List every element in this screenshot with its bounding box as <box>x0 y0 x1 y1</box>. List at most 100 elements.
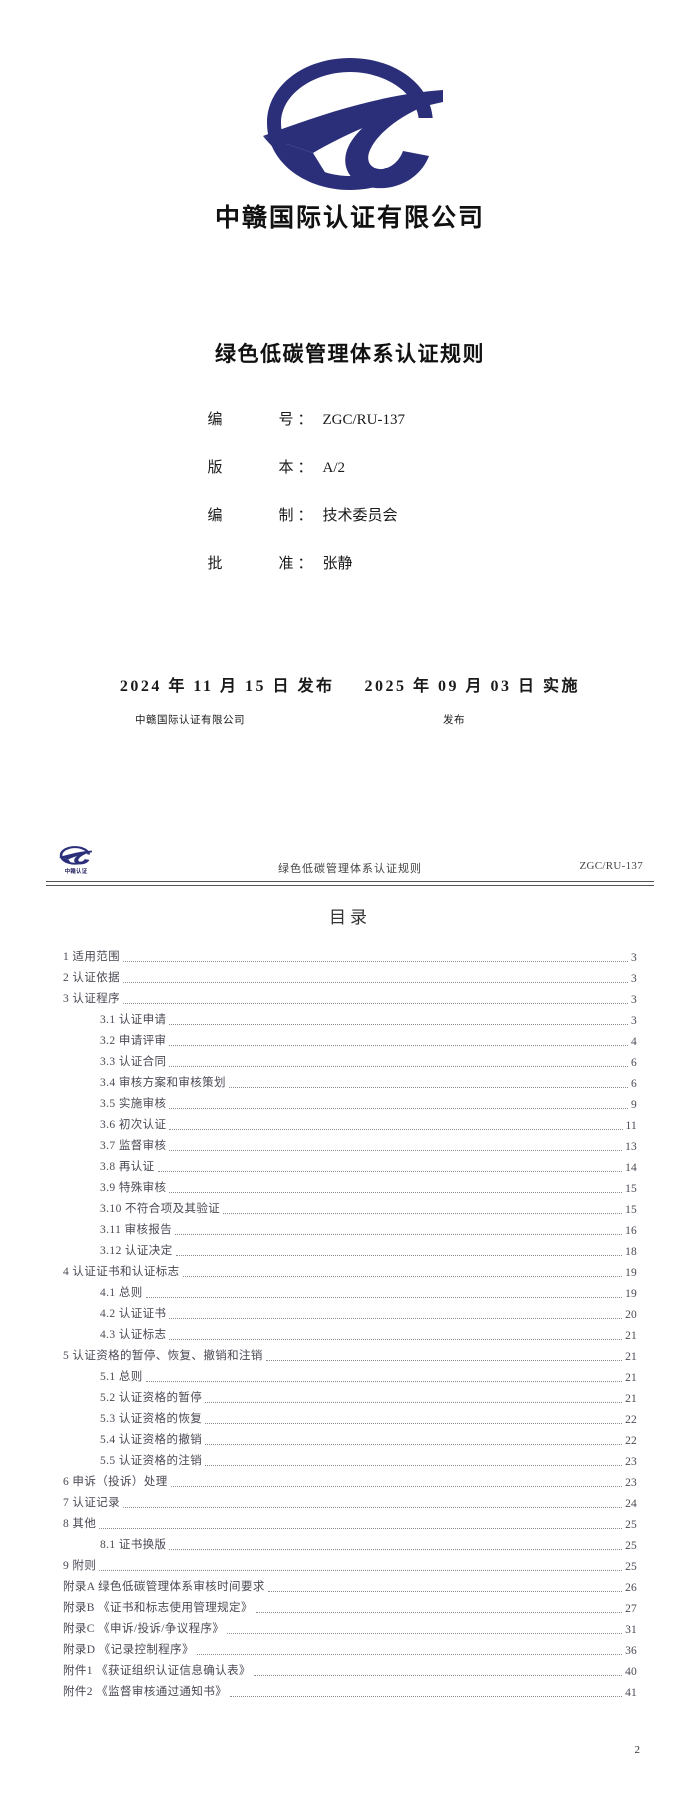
zgc-swoosh-circle-logo-small-icon <box>54 845 96 866</box>
company-name: 中赣国际认证有限公司 <box>214 205 485 232</box>
toc-leader-dots <box>205 1390 623 1403</box>
toc-entry-label: 5.3 认证资格的恢复 <box>100 1413 203 1425</box>
toc-entry[interactable]: 2 认证依据 3 <box>63 964 637 985</box>
publisher-action-word: 发布 <box>443 715 465 726</box>
toc-entry[interactable]: 3.12 认证决定 18 <box>63 1237 637 1258</box>
toc-entry-label: 3.11 审核报告 <box>100 1224 173 1236</box>
toc-entry[interactable]: 附件1 《获证组织认证信息确认表》 40 <box>63 1657 637 1678</box>
effective-date: 2025 年 09 月 03 日 实施 <box>364 678 581 695</box>
metadata-row-author: 编制： 技术委员会 <box>0 491 700 539</box>
publisher-name: 中赣国际认证有限公司 <box>135 715 245 726</box>
toc-entry[interactable]: 8.1 证书换版 25 <box>63 1531 637 1552</box>
toc-entry[interactable]: 3.5 实施审核 9 <box>63 1090 637 1111</box>
toc-entry-label: 附录A 绿色低碳管理体系审核时间要求 <box>63 1581 265 1593</box>
toc-entry-label: 5.4 认证资格的撤销 <box>100 1434 203 1446</box>
metadata-label-version: 版本 <box>207 459 294 476</box>
toc-entry-page: 19 <box>625 1288 637 1300</box>
toc-leader-dots <box>196 1642 623 1655</box>
date-line: 2024 年 11 月 15 日 发布 2025 年 09 月 03 日 实施 <box>0 672 700 696</box>
toc-entry-label: 4.3 认证标志 <box>100 1329 167 1341</box>
toc-entry[interactable]: 3.1 认证申请 3 <box>63 1006 637 1027</box>
toc-entry-label: 6 申诉（投诉）处理 <box>63 1476 168 1488</box>
toc-entry[interactable]: 3.6 初次认证 11 <box>63 1111 637 1132</box>
toc-entry-page: 22 <box>625 1435 637 1447</box>
toc-entry[interactable]: 3 认证程序 3 <box>63 985 637 1006</box>
toc-entry-page: 41 <box>625 1687 637 1699</box>
toc-entry-label: 5.2 认证资格的暂停 <box>100 1392 203 1404</box>
toc-entry-label: 3.7 监督审核 <box>100 1140 167 1152</box>
toc-entry[interactable]: 8 其他 25 <box>63 1510 637 1531</box>
toc-entry-page: 6 <box>631 1078 637 1090</box>
toc-entry-page: 19 <box>625 1267 637 1279</box>
toc-entry[interactable]: 附录A 绿色低碳管理体系审核时间要求 26 <box>63 1573 637 1594</box>
toc-entry-label: 7 认证记录 <box>63 1497 121 1509</box>
toc-entry[interactable]: 4.2 认证证书 20 <box>63 1300 637 1321</box>
toc-entry[interactable]: 6 申诉（投诉）处理 23 <box>63 1468 637 1489</box>
toc-entry[interactable]: 4.1 总则 19 <box>63 1279 637 1300</box>
metadata-value-author: 技术委员会 <box>322 507 398 524</box>
toc-entry[interactable]: 3.4 审核方案和审核策划 6 <box>63 1069 637 1090</box>
toc-entry[interactable]: 3.2 申请评审 4 <box>63 1027 637 1048</box>
toc-entry[interactable]: 3.7 监督审核 13 <box>63 1132 637 1153</box>
toc-entry-page: 13 <box>625 1141 637 1153</box>
toc-leader-dots <box>169 1138 623 1151</box>
toc-entry[interactable]: 5.2 认证资格的暂停 21 <box>63 1384 637 1405</box>
metadata-separator: ： <box>297 507 313 524</box>
toc-entry-label: 2 认证依据 <box>63 972 121 984</box>
toc-entry[interactable]: 7 认证记录 24 <box>63 1489 637 1510</box>
toc-leader-dots <box>169 1096 629 1109</box>
toc-leader-dots <box>145 1285 623 1298</box>
toc-entry-label: 3.5 实施审核 <box>100 1098 167 1110</box>
toc-entry-page: 23 <box>625 1477 637 1489</box>
toc-entry-page: 3 <box>631 973 637 985</box>
issue-date: 2024 年 11 月 15 日 发布 <box>119 678 335 695</box>
toc-entry[interactable]: 附录C 《申诉/投诉/争议程序》 31 <box>63 1615 637 1636</box>
toc-entry[interactable]: 5.3 认证资格的恢复 22 <box>63 1405 637 1426</box>
toc-entry[interactable]: 5.5 认证资格的注销 23 <box>63 1447 637 1468</box>
toc-entry[interactable]: 3.11 审核报告 16 <box>63 1216 637 1237</box>
toc-entry-label: 3.3 认证合同 <box>100 1056 167 1068</box>
toc-entry[interactable]: 3.3 认证合同 6 <box>63 1048 637 1069</box>
metadata-value-approver: 张静 <box>322 555 353 572</box>
toc-entry[interactable]: 附录D 《记录控制程序》 36 <box>63 1636 637 1657</box>
toc-leader-dots <box>123 1495 623 1508</box>
document-metadata: 编号： ZGC/RU-137 版本： A/2 编制：技术委员会 批准：张静 <box>0 395 700 587</box>
toc-entry[interactable]: 5 认证资格的暂停、恢复、撤销和注销 21 <box>63 1342 637 1363</box>
toc-entry-label: 3.8 再认证 <box>100 1161 155 1173</box>
toc-leader-dots <box>228 1075 629 1088</box>
header-logo-text: 中赣认证 <box>64 869 88 875</box>
toc-entry[interactable]: 5.4 认证资格的撤销 22 <box>63 1426 637 1447</box>
metadata-label-author: 编制 <box>207 507 294 524</box>
toc-entry-label: 3.4 审核方案和审核策划 <box>100 1077 226 1089</box>
toc-leader-dots <box>175 1222 623 1235</box>
toc-entry[interactable]: 9 附则 25 <box>63 1552 637 1573</box>
toc-leader-dots <box>227 1621 623 1634</box>
toc-entry-label: 附录D 《记录控制程序》 <box>63 1644 194 1656</box>
toc-entry[interactable]: 3.8 再认证 14 <box>63 1153 637 1174</box>
toc-entry[interactable]: 5.1 总则 21 <box>63 1363 637 1384</box>
toc-entry[interactable]: 3.10 不符合项及其验证 15 <box>63 1195 637 1216</box>
toc-leader-dots <box>169 1012 629 1025</box>
toc-entry[interactable]: 附录B 《证书和标志使用管理规定》 27 <box>63 1594 637 1615</box>
toc-entry-page: 6 <box>631 1057 637 1069</box>
toc-entry-label: 5 认证资格的暂停、恢复、撤销和注销 <box>63 1350 263 1362</box>
toc-entry-label: 4.2 认证证书 <box>100 1308 167 1320</box>
header-rule <box>46 881 654 886</box>
toc-entry-page: 21 <box>625 1372 637 1384</box>
toc-entry[interactable]: 1 适用范围 3 <box>63 943 637 964</box>
toc-entry-label: 9 附则 <box>63 1560 97 1572</box>
toc-leader-dots <box>205 1453 623 1466</box>
toc-entry[interactable]: 4.3 认证标志 21 <box>63 1321 637 1342</box>
company-logo-wrap <box>0 50 700 205</box>
toc-entry[interactable]: 3.9 特殊审核 15 <box>63 1174 637 1195</box>
toc-leader-dots <box>170 1474 623 1487</box>
toc-entry-label: 1 适用范围 <box>63 951 121 963</box>
toc-leader-dots <box>99 1516 623 1529</box>
toc-leader-dots <box>169 1327 623 1340</box>
toc-entry-page: 4 <box>631 1036 637 1048</box>
metadata-separator: ： <box>297 555 313 572</box>
toc-entry[interactable]: 4 认证证书和认证标志 19 <box>63 1258 637 1279</box>
toc-entry-label: 附件2 《监督审核通过通知书》 <box>63 1686 228 1698</box>
toc-entry-page: 21 <box>625 1330 637 1342</box>
toc-entry[interactable]: 附件2 《监督审核通过通知书》 41 <box>63 1678 637 1699</box>
